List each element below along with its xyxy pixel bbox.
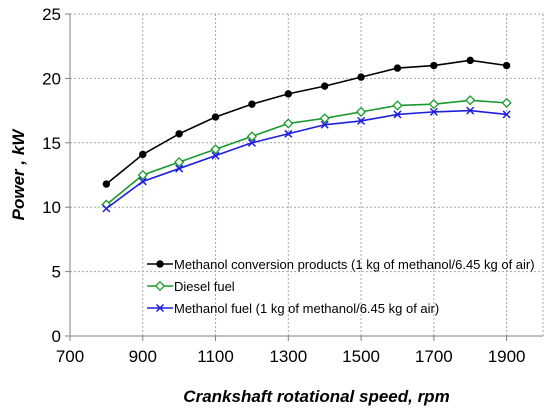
data-point: [102, 204, 111, 213]
x-tick-label: 1900: [488, 347, 526, 366]
data-point: [428, 99, 439, 110]
data-point: [465, 95, 476, 106]
series-layer: [101, 56, 512, 213]
data-point: [357, 116, 366, 125]
series-line: [105, 59, 507, 185]
series-0: [102, 56, 511, 188]
data-point: [137, 169, 148, 181]
x-tick-label: 1500: [342, 347, 380, 366]
data-point: [139, 150, 147, 159]
series-line: [105, 109, 507, 210]
y-tick-label: 10: [42, 198, 61, 217]
data-point: [247, 138, 256, 147]
x-tick-label: 1100: [197, 347, 234, 366]
data-point: [393, 110, 402, 119]
legend-entry: Diesel fuel: [147, 279, 235, 294]
legend-entry: Methanol conversion products (1 kg of me…: [147, 257, 535, 272]
data-point: [175, 130, 183, 138]
data-point: [210, 144, 221, 155]
data-point: [501, 97, 512, 108]
legend-label: Methanol conversion products (1 kg of me…: [174, 257, 535, 272]
y-tick-label: 15: [42, 134, 61, 153]
series-line: [105, 99, 507, 206]
y-tick-label: 25: [42, 5, 61, 24]
legend-entry: Methanol fuel (1 kg of methanol/6.45 kg …: [147, 301, 439, 316]
data-point: [392, 100, 403, 111]
data-point: [284, 129, 293, 138]
x-tick-label: 700: [56, 347, 84, 366]
x-tick-label: 1700: [415, 347, 453, 366]
data-point: [283, 118, 294, 129]
legend-marker: [154, 280, 166, 292]
data-point: [248, 100, 256, 108]
series-1: [101, 95, 512, 210]
x-axis-title: Crankshaft rotational speed, rpm: [183, 387, 449, 406]
data-point: [393, 64, 402, 72]
data-point: [138, 177, 147, 186]
data-point: [102, 180, 111, 188]
axes-layer: 0 5 10 15 20 25 700 900 1100 1300 1500 1700 1900: [42, 5, 543, 366]
data-point: [320, 120, 329, 129]
y-tick-label: 0: [52, 327, 61, 346]
x-tick-label: 1300: [269, 347, 307, 366]
data-point: [355, 106, 367, 118]
data-point: [284, 90, 293, 98]
legend-label: Methanol fuel (1 kg of methanol/6.45 kg …: [174, 301, 439, 316]
y-axis-title: Power , kW: [9, 128, 28, 221]
y-tick-label: 5: [52, 263, 61, 282]
data-point: [175, 164, 184, 173]
series-2: [102, 106, 511, 213]
data-point: [430, 61, 438, 70]
data-point: [211, 151, 220, 160]
data-point: [466, 106, 475, 115]
data-point: [502, 110, 511, 119]
data-point: [466, 56, 474, 65]
x-tick-label: 900: [129, 347, 157, 366]
data-point: [357, 73, 365, 81]
legend-marker: [156, 260, 164, 268]
data-point: [429, 107, 438, 116]
chart-legend: Methanol conversion products (1 kg of me…: [147, 257, 535, 316]
data-point: [320, 82, 329, 90]
data-point: [319, 113, 330, 124]
data-point: [246, 131, 258, 142]
y-tick-label: 20: [42, 69, 61, 88]
data-point: [502, 61, 511, 70]
legend-marker: [155, 303, 165, 313]
data-point: [174, 157, 185, 168]
data-point: [211, 113, 220, 121]
legend-label: Diesel fuel: [174, 279, 235, 294]
